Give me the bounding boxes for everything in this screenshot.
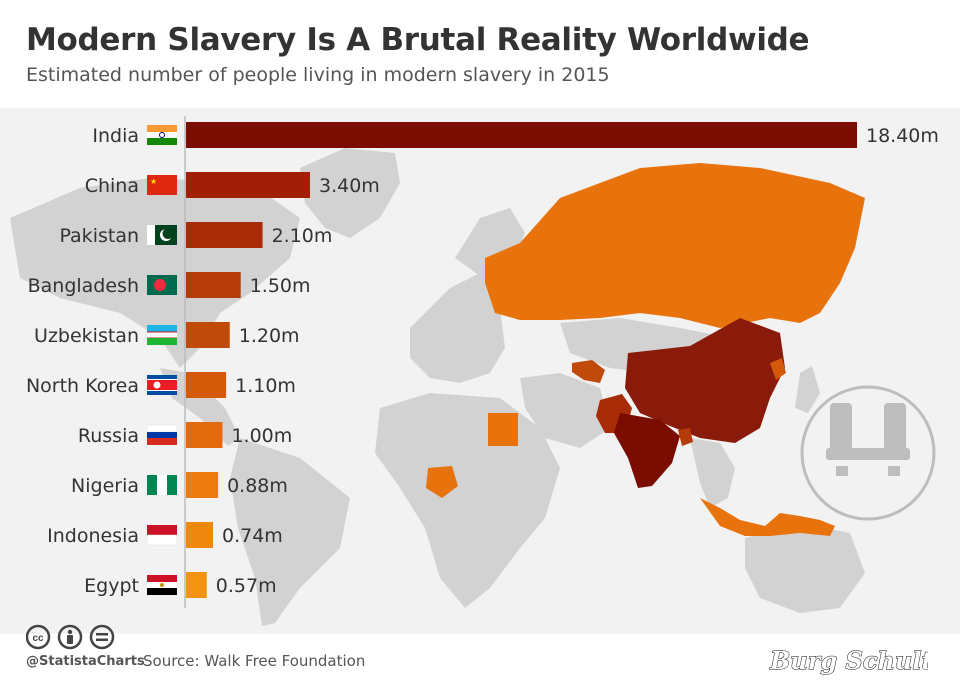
source-note: Source: Walk Free Foundation	[143, 652, 366, 670]
nd-icon	[89, 624, 115, 650]
svg-text:★: ★	[150, 177, 157, 186]
europe-shape	[410, 268, 505, 383]
flag-uzbekistan-icon	[147, 325, 177, 345]
australia-shape	[745, 523, 865, 613]
indonesia-highlight	[700, 498, 835, 536]
bar-nigeria	[186, 472, 219, 498]
greenland-shape	[300, 148, 400, 238]
value-label-russia: 1.00m	[231, 425, 292, 447]
russia-highlight	[485, 163, 865, 328]
category-label-bangladesh: Bangladesh	[28, 275, 139, 297]
flag-china-icon: ★	[147, 175, 177, 195]
flag-india-icon	[147, 125, 177, 145]
south-america-shape	[230, 438, 350, 626]
category-label-indonesia: Indonesia	[47, 525, 139, 547]
value-label-pakistan: 2.10m	[272, 225, 333, 247]
flag-russia-icon	[146, 424, 178, 445]
se-asia-shape	[690, 438, 735, 508]
bar-uzbekistan	[186, 322, 230, 348]
bar-indonesia	[186, 522, 213, 548]
category-label-nigeria: Nigeria	[71, 475, 139, 497]
japan-shape	[795, 366, 820, 413]
category-label-egypt: Egypt	[84, 575, 139, 597]
bar-north-korea	[186, 372, 227, 398]
flag-egypt-icon	[147, 575, 177, 595]
flag-north-korea-icon	[147, 375, 177, 395]
statista-handle: @StatistaCharts	[26, 654, 145, 669]
shackled-hands-icon	[800, 385, 936, 521]
uzbekistan-highlight	[572, 360, 605, 383]
bar-bangladesh	[186, 272, 241, 298]
value-label-nigeria: 0.88m	[227, 475, 288, 497]
category-label-pakistan: Pakistan	[59, 225, 139, 247]
svg-text:Burg Schultz: Burg Schultz	[769, 646, 928, 675]
flag-pakistan-icon	[147, 225, 177, 245]
value-label-north-korea: 1.10m	[235, 375, 296, 397]
china-highlight	[625, 318, 785, 443]
bangladesh-highlight	[678, 428, 693, 446]
flag-indonesia-icon	[146, 525, 178, 546]
chart-title: Modern Slavery Is A Brutal Reality World…	[26, 22, 810, 58]
cc-icon: cc	[26, 624, 51, 650]
chart-subtitle: Estimated number of people living in mod…	[26, 64, 610, 86]
license-icons: cc	[26, 624, 115, 650]
india-highlight	[614, 413, 680, 488]
flag-nigeria-icon	[147, 475, 177, 495]
value-label-india: 18.40m	[866, 125, 939, 147]
bar-china	[186, 172, 310, 198]
value-label-china: 3.40m	[319, 175, 380, 197]
middle-east-shape	[520, 373, 610, 448]
bar-egypt	[186, 572, 207, 598]
by-icon	[57, 624, 83, 650]
value-label-bangladesh: 1.50m	[250, 275, 311, 297]
value-label-uzbekistan: 1.20m	[239, 325, 300, 347]
svg-text:cc: cc	[32, 633, 44, 644]
category-label-china: China	[85, 175, 139, 197]
signature-watermark: Burg Schultz	[769, 646, 929, 676]
value-label-indonesia: 0.74m	[222, 525, 283, 547]
bar-russia	[186, 422, 223, 448]
egypt-highlight	[488, 413, 518, 446]
category-label-russia: Russia	[78, 425, 139, 447]
bar-pakistan	[186, 222, 263, 248]
value-label-egypt: 0.57m	[216, 575, 277, 597]
bar-chart: ★ India 18.40m China 3.40m Pakistan 2.10m Bang…	[26, 116, 939, 608]
north-korea-highlight	[770, 358, 786, 380]
category-label-india: India	[92, 125, 139, 147]
flag-bangladesh-icon	[147, 275, 177, 295]
bar-india	[186, 122, 857, 148]
africa-shape	[375, 393, 560, 608]
category-label-uzbekistan: Uzbekistan	[34, 325, 139, 347]
nigeria-highlight	[426, 466, 458, 498]
category-label-north-korea: North Korea	[26, 375, 139, 397]
